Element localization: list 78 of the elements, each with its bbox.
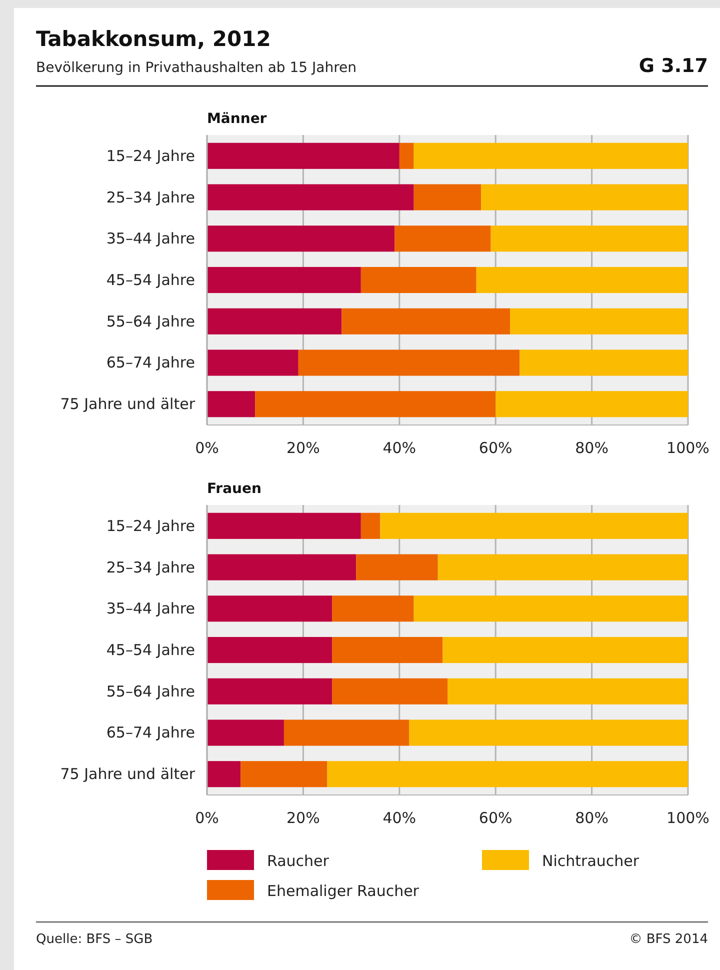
bar [414, 184, 482, 210]
bar [207, 720, 284, 746]
y-tick-label: 75 Jahre und älter [60, 395, 196, 414]
bar [207, 308, 342, 334]
bar [510, 308, 688, 334]
y-tick-label: 25–34 Jahre [106, 558, 195, 576]
text: G 3.17 [638, 55, 708, 77]
chart-title: Frauen [207, 481, 262, 497]
bar [207, 554, 356, 580]
x-tick-label: 0% [195, 439, 219, 457]
bar [496, 391, 688, 418]
y-tick-label: 35–44 Jahre [106, 600, 195, 618]
bar [255, 391, 496, 418]
x-tick-label: 20% [286, 809, 320, 827]
bar [360, 512, 380, 539]
y-tick-label: 55–64 Jahre [106, 682, 195, 700]
bar [298, 350, 520, 376]
bar [207, 761, 241, 788]
y-tick-label: 45–54 Jahre [106, 641, 195, 659]
bar [284, 720, 410, 746]
y-tick-label: 45–54 Jahre [106, 271, 195, 289]
bar [442, 636, 688, 664]
legend-label: Ehemaliger Raucher [267, 882, 420, 900]
legend-label: Nichtraucher [542, 852, 640, 870]
x-tick-label: 20% [286, 439, 320, 457]
bar [207, 596, 332, 622]
bar [207, 350, 298, 376]
bar [332, 596, 414, 622]
y-tick-label: 65–74 Jahre [106, 354, 195, 372]
y-tick-label: 55–64 Jahre [106, 312, 195, 330]
x-tick-label: 0% [195, 809, 219, 827]
bar [356, 554, 438, 580]
x-tick-label: 100% [666, 809, 710, 827]
bar [332, 678, 448, 704]
x-tick-label: 40% [382, 439, 416, 457]
bar [414, 596, 688, 622]
bar [394, 226, 491, 252]
bar [207, 226, 395, 252]
bar [327, 761, 688, 788]
text: Tabakkonsum, 2012 [36, 27, 271, 51]
bar [380, 512, 688, 539]
text: © BFS 2014 [629, 932, 708, 947]
bar [207, 142, 400, 169]
bar [448, 678, 688, 704]
legend-label: Raucher [267, 852, 330, 870]
x-tick-label: 60% [478, 809, 512, 827]
bar [481, 184, 688, 210]
text: Bevölkerung in Privathaushalten ab 15 Jahren [36, 60, 357, 76]
bar [409, 720, 688, 746]
y-tick-label: 25–34 Jahre [106, 188, 195, 206]
bar [520, 350, 688, 376]
source-note: Quelle: BFS – SGB [36, 932, 153, 947]
y-tick-label: 75 Jahre und älter [60, 765, 196, 784]
x-tick-label: 40% [382, 809, 416, 827]
bar [240, 761, 328, 788]
y-tick-label: 15–24 Jahre [106, 146, 195, 165]
x-tick-label: 60% [478, 439, 512, 457]
bar [207, 636, 332, 664]
bar [207, 678, 332, 704]
bar [332, 636, 443, 664]
bar [207, 184, 414, 210]
bar [399, 142, 414, 169]
chart-title: Männer [207, 111, 267, 127]
bar [207, 266, 361, 294]
bar [360, 266, 476, 294]
y-tick-label: 15–24 Jahre [106, 516, 195, 535]
bar [342, 308, 510, 334]
x-tick-label: 80% [575, 439, 608, 457]
bar [414, 142, 688, 169]
bar [490, 226, 688, 252]
bar [207, 512, 361, 539]
x-tick-label: 100% [666, 439, 710, 457]
y-tick-label: 65–74 Jahre [106, 724, 195, 742]
bar [476, 266, 688, 294]
bar [207, 391, 256, 418]
y-tick-label: 35–44 Jahre [106, 230, 195, 248]
x-tick-label: 80% [575, 809, 608, 827]
bar [438, 554, 688, 580]
